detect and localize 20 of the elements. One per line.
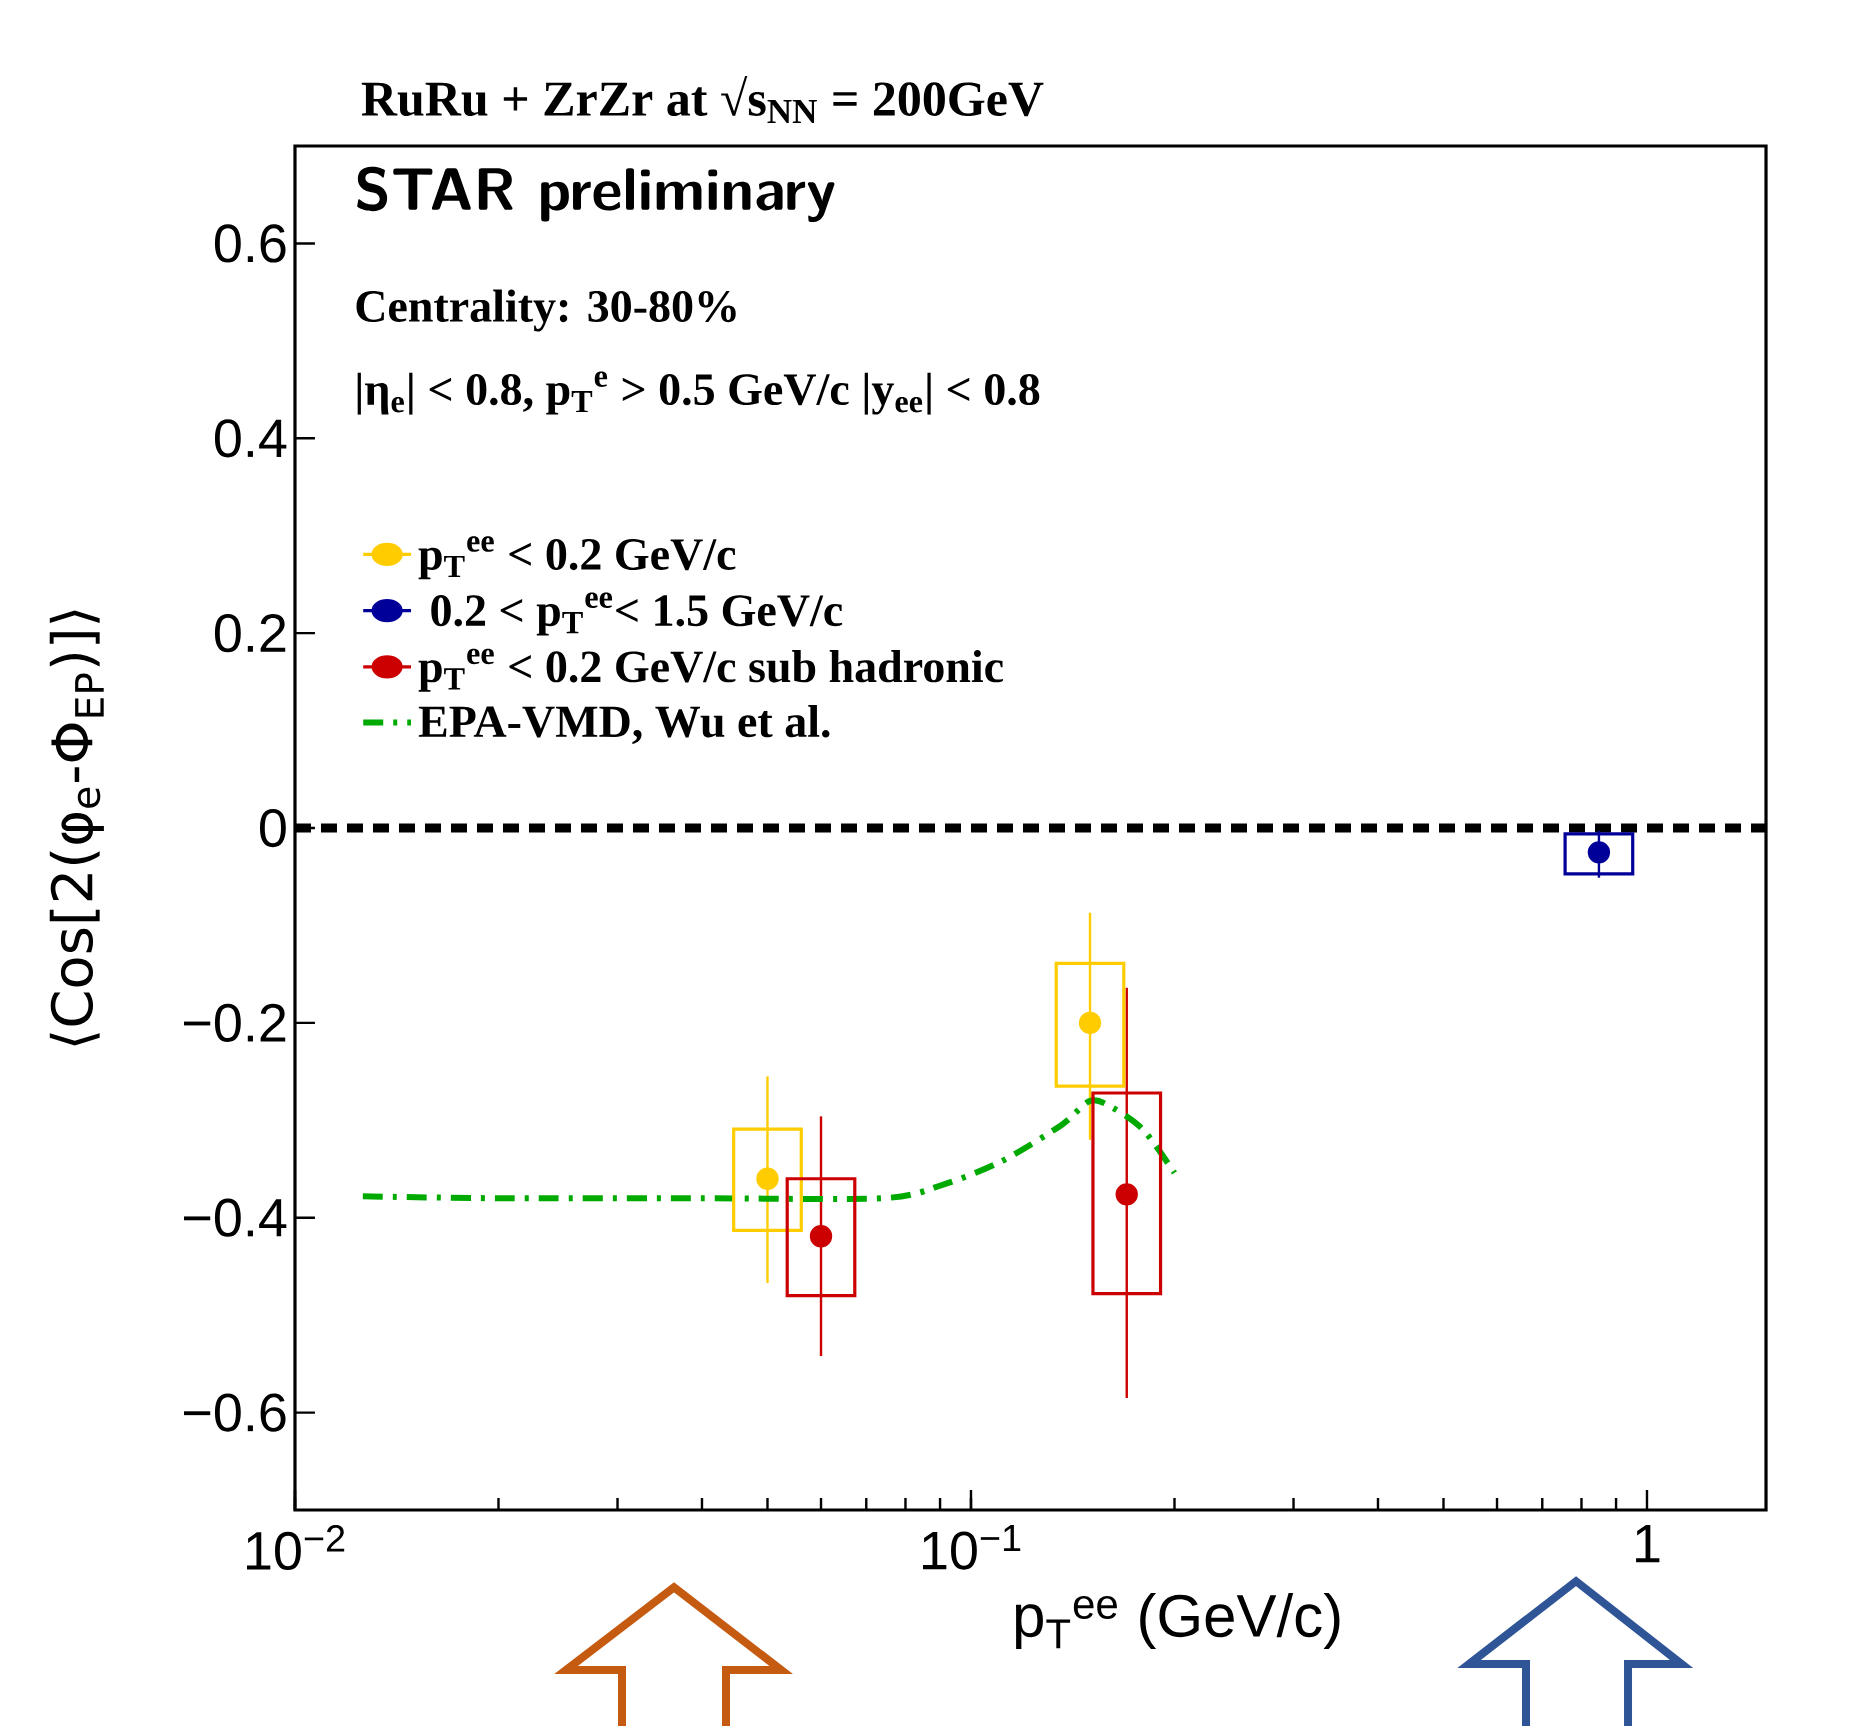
legend-label: p$_{T}$$^{ee}$ < 0.2 GeV/c sub hadronic — [418, 648, 1003, 692]
annotation: STAR preliminary — [357, 166, 835, 223]
y-tick-label: −0.6 — [183, 1393, 286, 1432]
legend-label: 0.2 < p$_{T}$$^{ee}$< 1.5 GeV/c — [431, 592, 843, 636]
x-tick-label: 10$^{−2}$ — [247, 1525, 345, 1571]
annotation: Centrality: 30-80% — [356, 289, 736, 332]
y-tick-label: −0.2 — [183, 1003, 286, 1042]
chart-title: RuRu + ZrZr at √s$_{NN}$ = 200GeV — [361, 75, 1044, 123]
x-tick-label: 10$^{−1}$ — [923, 1525, 1021, 1570]
y-tick-label: −0.4 — [183, 1198, 287, 1237]
y-tick-label: 0 — [259, 808, 286, 848]
legend-label: p$_{T}$$^{ee}$ < 0.2 GeV/c — [418, 536, 736, 580]
y-axis-title: ⟨Cos[2(φ$_{e}$-Φ$_{EP}$)]⟩ — [49, 610, 104, 1046]
legend-label: EPA-VMD, Wu et al. — [418, 704, 830, 744]
y-tick-label: 0.4 — [214, 419, 287, 458]
y-tick-label: 0.6 — [214, 224, 286, 263]
x-axis-title: p$_{T}$$^{ee}$ (GeV/c) — [1015, 1593, 1340, 1650]
annotation: |η$_{e}$| < 0.8, p$_{T}$$^{e}$ > 0.5 GeV/c |y$_{ee}$| < 0.8 — [357, 371, 1040, 415]
y-tick-label: 0.2 — [214, 614, 286, 653]
x-tick-label: 1 — [1636, 1525, 1660, 1563]
